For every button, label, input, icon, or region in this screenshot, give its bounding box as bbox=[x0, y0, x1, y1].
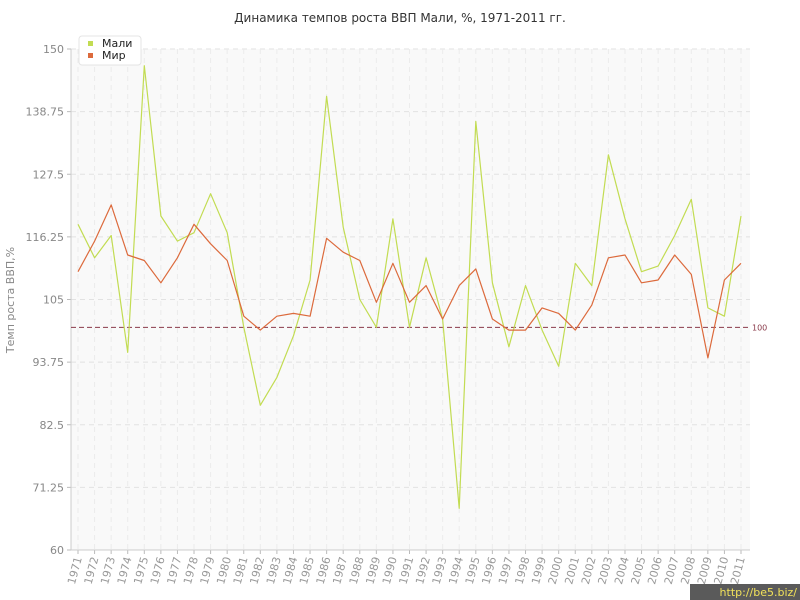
y-tick-label: 116.25 bbox=[26, 231, 65, 244]
legend-label: Мир bbox=[102, 49, 126, 62]
y-tick-label: 150 bbox=[43, 43, 64, 56]
watermark-text: http://be5.biz/ bbox=[720, 586, 798, 599]
legend-box bbox=[78, 35, 142, 66]
reference-line: 100 bbox=[71, 323, 767, 332]
x-axis-ticks: 1971197219731974197519761977197819791980… bbox=[65, 550, 748, 586]
y-tick-label: 138.75 bbox=[26, 106, 65, 119]
y-axis-ticks: 60 71.25 82.5 93.75 105 116.25 127.5 138.75 150 bbox=[26, 43, 71, 557]
grid bbox=[71, 48, 750, 551]
series-line-world bbox=[77, 204, 742, 359]
plot-area bbox=[71, 49, 750, 550]
y-tick-label: 60 bbox=[50, 544, 64, 557]
y-tick-label: 105 bbox=[43, 294, 64, 307]
legend-swatch bbox=[88, 41, 93, 46]
legend-swatch bbox=[88, 53, 93, 58]
y-tick-label: 82.5 bbox=[40, 419, 65, 432]
chart-title: Динамика темпов роста ВВП Мали, %, 1971-… bbox=[234, 11, 566, 25]
y-tick-label: 71.25 bbox=[33, 481, 65, 494]
x-tick-label: 2011 bbox=[728, 555, 748, 585]
series-lines bbox=[77, 65, 742, 509]
watermark-background bbox=[690, 584, 800, 600]
legend-label: Мали bbox=[102, 37, 132, 50]
y-axis-label: Темп роста ВВП,% bbox=[4, 247, 17, 354]
watermark: http://be5.biz/ bbox=[690, 584, 800, 600]
y-tick-label: 93.75 bbox=[33, 356, 65, 369]
reference-line-label: 100 bbox=[752, 323, 767, 332]
y-tick-label: 127.5 bbox=[33, 168, 65, 181]
